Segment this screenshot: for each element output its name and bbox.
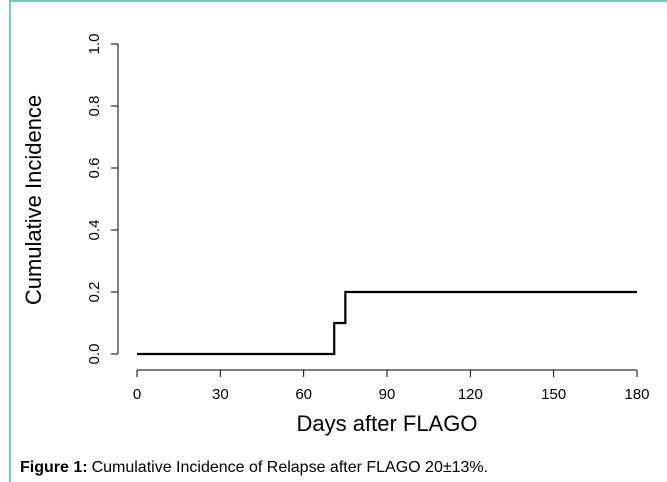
caption-text: Cumulative Incidence of Relapse after FL… [92,459,489,476]
y-tick-label: 0.6 [86,158,103,179]
x-tick-label: 90 [379,386,396,403]
y-tick-label: 0.2 [86,282,103,303]
y-tick-label: 0.0 [86,344,103,365]
step-line [137,290,637,356]
x-tick-label: 120 [458,386,483,403]
y-tick-label: 0.8 [86,96,103,117]
y-axis-label: Cumulative Incidence [21,95,46,305]
y-tick-label: 0.4 [86,220,103,241]
x-tick-label: 150 [541,386,566,403]
y-tick-label: 1.0 [86,34,103,55]
frame [9,0,667,482]
caption: Figure 1: Cumulative Incidence of Relapse… [20,459,488,476]
x-axis-label: Days after FLAGO [297,411,478,436]
x-tick-label: 180 [624,386,649,403]
caption-label: Figure 1: [20,459,88,476]
x-tick-label: 30 [212,386,229,403]
x-tick-label: 60 [295,386,312,403]
x-tick-label: 0 [133,386,141,403]
